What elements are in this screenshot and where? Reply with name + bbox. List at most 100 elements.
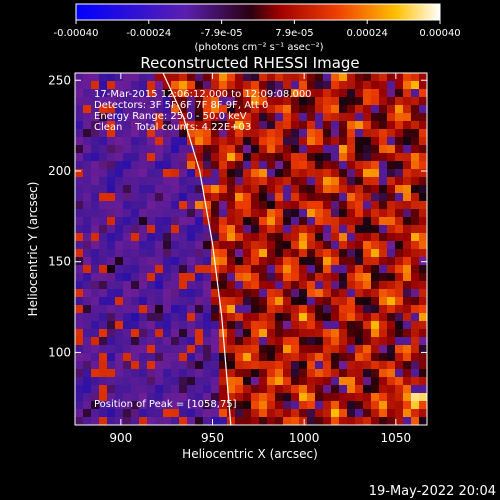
heatmap-cell (371, 113, 379, 121)
heatmap-cell (379, 369, 387, 377)
heatmap-cell (371, 401, 379, 409)
heatmap-cell (275, 401, 283, 409)
heatmap-cell (371, 137, 379, 145)
heatmap-cell (219, 137, 227, 145)
heatmap-cell (347, 145, 355, 153)
heatmap-cell (147, 185, 155, 193)
heatmap-cell (291, 121, 299, 129)
heatmap-cell (203, 185, 211, 193)
heatmap-cell (115, 305, 123, 313)
heatmap-cell (403, 361, 411, 369)
heatmap-cell (379, 313, 387, 321)
heatmap-cell (299, 169, 307, 177)
heatmap-cell (179, 121, 187, 129)
heatmap-cell (291, 89, 299, 97)
heatmap-cell (259, 153, 267, 161)
heatmap-cell (211, 185, 219, 193)
heatmap-cell (419, 337, 427, 345)
heatmap-cell (395, 209, 403, 217)
heatmap-cell (267, 345, 275, 353)
heatmap-cell (139, 321, 147, 329)
heatmap-cell (187, 193, 195, 201)
heatmap-cell (195, 273, 203, 281)
heatmap-cell (155, 153, 163, 161)
heatmap-cell (83, 297, 91, 305)
heatmap-cell (107, 297, 115, 305)
heatmap-cell (331, 209, 339, 217)
heatmap-cell (307, 137, 315, 145)
heatmap-cell (219, 129, 227, 137)
heatmap-cell (267, 257, 275, 265)
heatmap-cell (379, 329, 387, 337)
heatmap-cell (131, 265, 139, 273)
heatmap-cell (107, 329, 115, 337)
heatmap-cell (307, 89, 315, 97)
heatmap-cell (195, 153, 203, 161)
heatmap-cell (99, 265, 107, 273)
heatmap-cell (259, 289, 267, 297)
heatmap-cell (203, 401, 211, 409)
heatmap-cell (363, 169, 371, 177)
heatmap-cell (387, 137, 395, 145)
footer-date: 19-May-2022 20:04 (369, 484, 496, 499)
heatmap-cell (235, 337, 243, 345)
heatmap-cell (227, 385, 235, 393)
heatmap-cell (171, 185, 179, 193)
heatmap-cell (171, 105, 179, 113)
heatmap-cell (83, 369, 91, 377)
heatmap-cell (251, 73, 259, 81)
heatmap-cell (235, 409, 243, 417)
heatmap-cell (155, 353, 163, 361)
heatmap-cell (195, 81, 203, 89)
heatmap-cell (163, 369, 171, 377)
heatmap-cell (131, 193, 139, 201)
heatmap-cell (299, 249, 307, 257)
heatmap-cell (315, 345, 323, 353)
heatmap-cell (411, 289, 419, 297)
heatmap-cell (219, 177, 227, 185)
heatmap-cell (219, 241, 227, 249)
heatmap-cell (203, 337, 211, 345)
heatmap-cell (347, 129, 355, 137)
heatmap-cell (355, 321, 363, 329)
heatmap-cell (203, 385, 211, 393)
y-tick-label: 150 (48, 255, 71, 269)
heatmap-cell (147, 161, 155, 169)
heatmap-cell (131, 377, 139, 385)
heatmap-cell (91, 113, 99, 121)
heatmap-cell (371, 265, 379, 273)
heatmap-cell (131, 113, 139, 121)
heatmap-cell (387, 393, 395, 401)
heatmap-cell (307, 81, 315, 89)
heatmap-cell (91, 345, 99, 353)
heatmap-cell (163, 169, 171, 177)
heatmap-cell (227, 193, 235, 201)
heatmap-cell (147, 177, 155, 185)
heatmap-cell (267, 377, 275, 385)
heatmap-cell (235, 161, 243, 169)
heatmap-cell (411, 121, 419, 129)
heatmap-cell (123, 313, 131, 321)
heatmap-cell (235, 289, 243, 297)
heatmap-cell (171, 385, 179, 393)
heatmap-cell (243, 265, 251, 273)
heatmap-cell (363, 73, 371, 81)
heatmap-cell (331, 345, 339, 353)
heatmap-cell (315, 161, 323, 169)
heatmap-cell (99, 121, 107, 129)
heatmap-cell (387, 97, 395, 105)
heatmap-cell (171, 289, 179, 297)
heatmap-cell (83, 313, 91, 321)
heatmap-cell (163, 113, 171, 121)
heatmap-cell (75, 369, 83, 377)
heatmap-cell (179, 137, 187, 145)
heatmap-cell (147, 201, 155, 209)
heatmap-cell (131, 313, 139, 321)
heatmap-cell (371, 321, 379, 329)
heatmap-cell (243, 297, 251, 305)
heatmap-cell (283, 377, 291, 385)
heatmap-cell (275, 161, 283, 169)
heatmap-cell (379, 121, 387, 129)
heatmap-cell (123, 257, 131, 265)
heatmap-cell (363, 97, 371, 105)
